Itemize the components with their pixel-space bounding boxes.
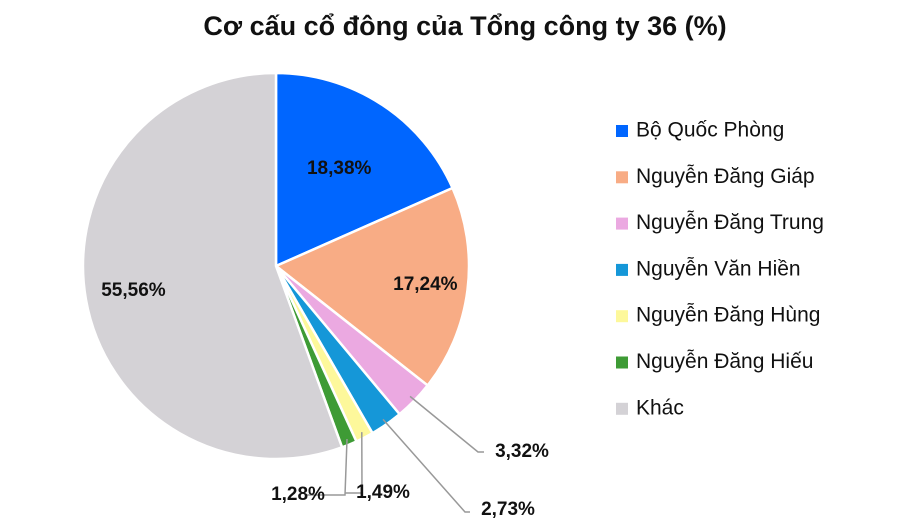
- legend-label: Nguyễn Văn Hiền: [636, 257, 801, 280]
- chart-title: Cơ cấu cổ đông của Tổng công ty 36 (%): [203, 11, 726, 41]
- legend-label: Nguyễn Đăng Hiếu: [636, 350, 813, 373]
- legend-swatch: [616, 171, 628, 184]
- legend-swatch: [616, 310, 628, 323]
- legend-label: Nguyễn Đăng Hùng: [636, 304, 820, 327]
- legend-label: Nguyễn Đăng Trung: [636, 211, 824, 234]
- data-label: 2,73%: [481, 499, 535, 520]
- data-label: 17,24%: [393, 274, 458, 295]
- leader-line: [345, 432, 363, 494]
- legend: Bộ Quốc Phòng Nguyễn Đăng Giáp Nguyễn Đăng…: [616, 119, 824, 419]
- data-label: 55,56%: [101, 280, 166, 301]
- leader-line: [306, 438, 348, 496]
- pie-slice: [81, 71, 344, 461]
- legend-swatch: [616, 263, 628, 276]
- leader-line: [382, 418, 470, 513]
- data-label: 18,38%: [307, 158, 372, 179]
- leader-line: [409, 395, 484, 453]
- legend-swatch: [616, 125, 628, 137]
- legend-swatch: [616, 356, 628, 369]
- pie: [81, 71, 471, 461]
- legend-swatch: [616, 217, 628, 230]
- pie-slice: [273, 186, 471, 388]
- pie-slice: [274, 71, 455, 268]
- legend-label: Bộ Quốc Phòng: [636, 119, 784, 142]
- data-label: 1,49%: [356, 482, 410, 503]
- legend-label: Nguyễn Đăng Giáp: [636, 165, 815, 188]
- data-label: 1,28%: [271, 484, 325, 505]
- labels: 18,38% 17,24% 3,32% 2,73% 1,49% 1,28% 55,56%: [101, 158, 549, 520]
- legend-swatch: [616, 402, 628, 415]
- legend-label: Khác: [636, 396, 684, 419]
- data-label: 3,32%: [495, 441, 549, 462]
